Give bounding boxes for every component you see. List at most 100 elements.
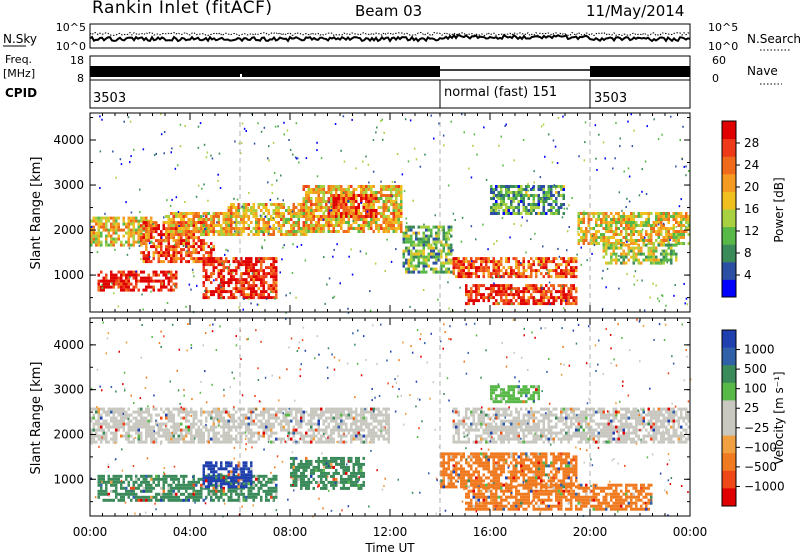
velocity-colorbar-tick: −25 — [744, 421, 769, 435]
cpid-segment-1: 3503 — [93, 91, 126, 106]
velocity-colorbar-segment — [722, 330, 736, 349]
nave-label: Nave — [747, 64, 778, 78]
power-panel: 1000 2000 3000 4000 Slant Range [km] — [29, 112, 691, 314]
noise-right-tick-top: 10^5 — [708, 21, 738, 34]
velocity-colorbar-segment — [722, 470, 736, 489]
cpid-label: CPID — [5, 86, 37, 100]
x-tick-label: 00:00 — [73, 525, 108, 539]
velocity-colorbar-tick: 25 — [744, 401, 759, 415]
n-sky-trace — [89, 33, 691, 43]
velocity-colorbar-tick: 500 — [744, 362, 767, 376]
power-colorbar-tick: 12 — [744, 224, 759, 238]
velocity-colorbar-segment — [722, 382, 736, 401]
velocity-colorbar-segment — [722, 418, 736, 437]
velocity-scatter — [90, 318, 692, 518]
velocity-x-ticks: 00:00 04:00 08:00 12:00 16:00 20:00 00:00 — [73, 318, 708, 539]
power-colorbar-tick: 8 — [744, 246, 752, 260]
power-colorbar: 4 8 12 16 20 24 28 Power [dB] — [721, 120, 786, 298]
velocity-colorbar-label: Velocity [m s⁻¹] — [772, 371, 786, 464]
velocity-band-5 — [465, 483, 653, 511]
station-title: Rankin Inlet (fitACF) — [92, 0, 273, 18]
velocity-y-tick-label: 2000 — [53, 427, 84, 441]
freq-unit-label: [MHz] — [3, 67, 35, 80]
velocity-panel: 1000 2000 3000 4000 00:00 04:00 08:00 12:00 16:… — [29, 317, 708, 554]
power-band-10 — [465, 284, 578, 306]
power-colorbar-tick: 16 — [744, 202, 759, 216]
power-colorbar-tick: 28 — [744, 136, 759, 150]
x-axis-label: Time UT — [364, 541, 415, 554]
velocity-band-4 — [440, 452, 578, 489]
noise-left-tick-bottom: 10^0 — [56, 40, 86, 53]
power-x-tick-marks — [89, 113, 691, 312]
cpid-segment-2: normal (fast) 151 — [444, 85, 557, 100]
velocity-time-markers — [239, 318, 591, 516]
velocity-colorbar: 1000 500 100 25 −25 −100 −500 −1000 Velocity [m… — [721, 329, 786, 507]
date-label: 11/May/2014 — [586, 2, 684, 20]
velocity-colorbar-segment — [722, 488, 736, 507]
freq-label: Freq. — [5, 53, 32, 66]
beam-label: Beam 03 — [355, 2, 422, 20]
n-sky-label: N.Sky — [3, 32, 37, 46]
power-colorbar-segment — [722, 138, 736, 157]
power-band-9 — [452, 257, 578, 279]
freq-block-1 — [90, 66, 440, 77]
x-tick-label: 20:00 — [573, 525, 608, 539]
freq-left-tick-top: 18 — [70, 54, 84, 67]
freq-right-tick-bottom: 0 — [712, 72, 719, 85]
freq-gap — [240, 74, 242, 81]
velocity-colorbar-segment — [722, 453, 736, 472]
velocity-band-3 — [290, 456, 365, 490]
velocity-colorbar-tick: 100 — [744, 382, 767, 396]
velocity-y-tick-label: 1000 — [53, 472, 84, 486]
power-y-tick-label: 2000 — [53, 223, 84, 237]
power-colorbar-segment — [722, 279, 736, 298]
power-colorbar-tick: 4 — [744, 268, 752, 282]
freq-panel: Freq. [MHz] 18 8 60 0 Nave — [3, 53, 782, 85]
cpid-segment-3: 3503 — [594, 91, 627, 106]
velocity-y-tick-label: 4000 — [53, 338, 84, 352]
power-y-tick-label: 3000 — [53, 178, 84, 192]
cpid-panel: CPID 3503 normal (fast) 151 3503 — [5, 79, 691, 109]
noise-right-tick-bottom: 10^0 — [708, 40, 738, 53]
velocity-y-axis-label: Slant Range [km] — [29, 362, 44, 475]
power-colorbar-segment — [722, 244, 736, 263]
power-colorbar-segment — [722, 226, 736, 245]
x-tick-label: 12:00 — [373, 525, 408, 539]
power-y-axis-label: Slant Range [km] — [29, 157, 44, 270]
velocity-colorbar-tick: −500 — [744, 460, 777, 474]
power-y-tick-label: 4000 — [53, 133, 84, 147]
velocity-band-0 — [90, 407, 390, 444]
velocity-y-ticks: 1000 2000 3000 4000 — [53, 321, 690, 503]
power-heatmap-cells — [90, 113, 690, 314]
velocity-band-2 — [202, 461, 253, 489]
power-colorbar-segment — [722, 121, 736, 140]
power-y-ticks: 1000 2000 3000 4000 — [53, 117, 690, 299]
power-band-12 — [577, 212, 690, 245]
velocity-colorbar-segment — [722, 365, 736, 384]
power-y-tick-label: 1000 — [53, 268, 84, 282]
velocity-y-tick-label: 3000 — [53, 383, 84, 397]
frequency-trace — [90, 66, 690, 81]
velocity-colorbar-segment — [722, 400, 736, 419]
power-band-13 — [602, 243, 678, 265]
power-colorbar-label: Power [dB] — [772, 177, 786, 242]
freq-right-tick-top: 60 — [712, 54, 726, 67]
power-band-7 — [327, 194, 378, 218]
freq-block-2 — [590, 66, 690, 77]
power-time-markers — [239, 113, 591, 312]
freq-left-tick-bottom: 8 — [77, 72, 84, 85]
x-tick-label: 16:00 — [473, 525, 508, 539]
power-band-1 — [97, 270, 178, 292]
velocity-colorbar-tick: −1000 — [744, 479, 785, 493]
noise-left-tick-top: 10^5 — [56, 21, 86, 34]
velocity-colorbar-segment — [722, 435, 736, 454]
x-tick-label: 00:00 — [673, 525, 708, 539]
power-band-11 — [490, 185, 565, 215]
velocity-colorbar-tick: 1000 — [744, 343, 775, 357]
power-colorbar-segment — [722, 173, 736, 192]
velocity-colorbar-segment — [722, 347, 736, 366]
noise-panel: N.Sky 10^5 10^0 10^5 10^0 N.Search — [3, 21, 800, 53]
x-tick-label: 04:00 — [173, 525, 208, 539]
power-colorbar-tick: 24 — [744, 158, 759, 172]
